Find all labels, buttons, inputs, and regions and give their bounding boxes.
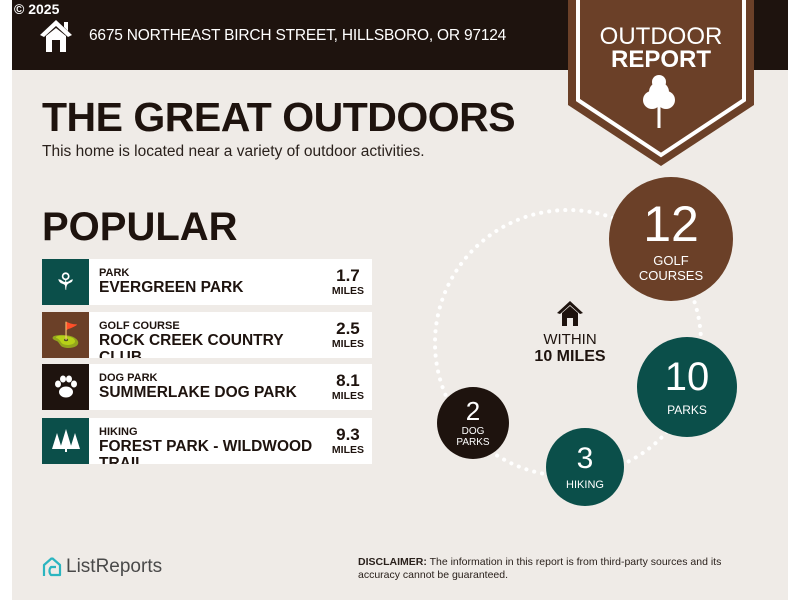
hiking-count: 3 HIKING — [546, 428, 624, 506]
listreports-logo: ListReports — [42, 556, 162, 578]
home-icon — [40, 20, 72, 52]
outdoor-report-badge — [568, 0, 754, 166]
home-icon — [557, 301, 583, 326]
place-name: SUMMERLAKE DOG PARK — [99, 384, 297, 401]
distance: 1.7 MILES — [331, 266, 364, 298]
place-name: EVERGREEN PARK — [99, 279, 244, 296]
distance: 8.1 MILES — [331, 371, 364, 403]
list-item: DOG PARK SUMMERLAKE DOG PARK 8.1 MILES — [42, 364, 372, 410]
distance: 9.3 MILES — [331, 425, 364, 457]
tree-icon — [643, 75, 675, 128]
badge-line2: REPORT — [610, 46, 711, 73]
list-item: HIKING FOREST PARK - WILDWOOD TRAIL 9.3 M… — [42, 418, 372, 464]
badge-line1: OUTDOOR — [599, 23, 723, 50]
copyright: © 2025 — [14, 1, 60, 17]
property-address: 6675 NORTHEAST BIRCH STREET, HILLSBORO, … — [89, 27, 507, 44]
disclaimer: DISCLAIMER: The information in this repo… — [358, 556, 722, 581]
category: GOLF COURSE — [99, 320, 180, 332]
place-name: ROCK CREEK COUNTRY CLUB — [99, 332, 284, 358]
section-title: POPULAR — [42, 205, 238, 249]
distance: 2.5 MILES — [331, 319, 364, 351]
parks-count: 10 PARKS — [637, 337, 737, 437]
page-title: THE GREAT OUTDOORS — [42, 94, 516, 140]
category: PARK — [99, 267, 130, 279]
list-item: ⚘ PARK EVERGREEN PARK 1.7 MILES — [42, 259, 372, 305]
category: HIKING — [99, 426, 138, 438]
category: DOG PARK — [99, 372, 158, 384]
page-subtitle: This home is located near a variety of o… — [42, 143, 425, 160]
dog-parks-count: 2 DOG PARKS — [437, 387, 509, 459]
within-radius: WITHIN 10 MILES — [520, 300, 620, 366]
listreports-logo-icon — [42, 557, 62, 577]
golf-courses-count: 12 GOLF COURSES — [609, 177, 733, 301]
golf-bag-icon: ⛳ — [42, 312, 89, 358]
list-item: ⛳ GOLF COURSE ROCK CREEK COUNTRY CLUB 2.… — [42, 312, 372, 358]
pine-trees-icon — [42, 418, 89, 464]
park-icon: ⚘ — [42, 259, 89, 305]
paw-icon — [42, 364, 89, 410]
place-name: FOREST PARK - WILDWOOD TRAIL — [99, 438, 313, 464]
